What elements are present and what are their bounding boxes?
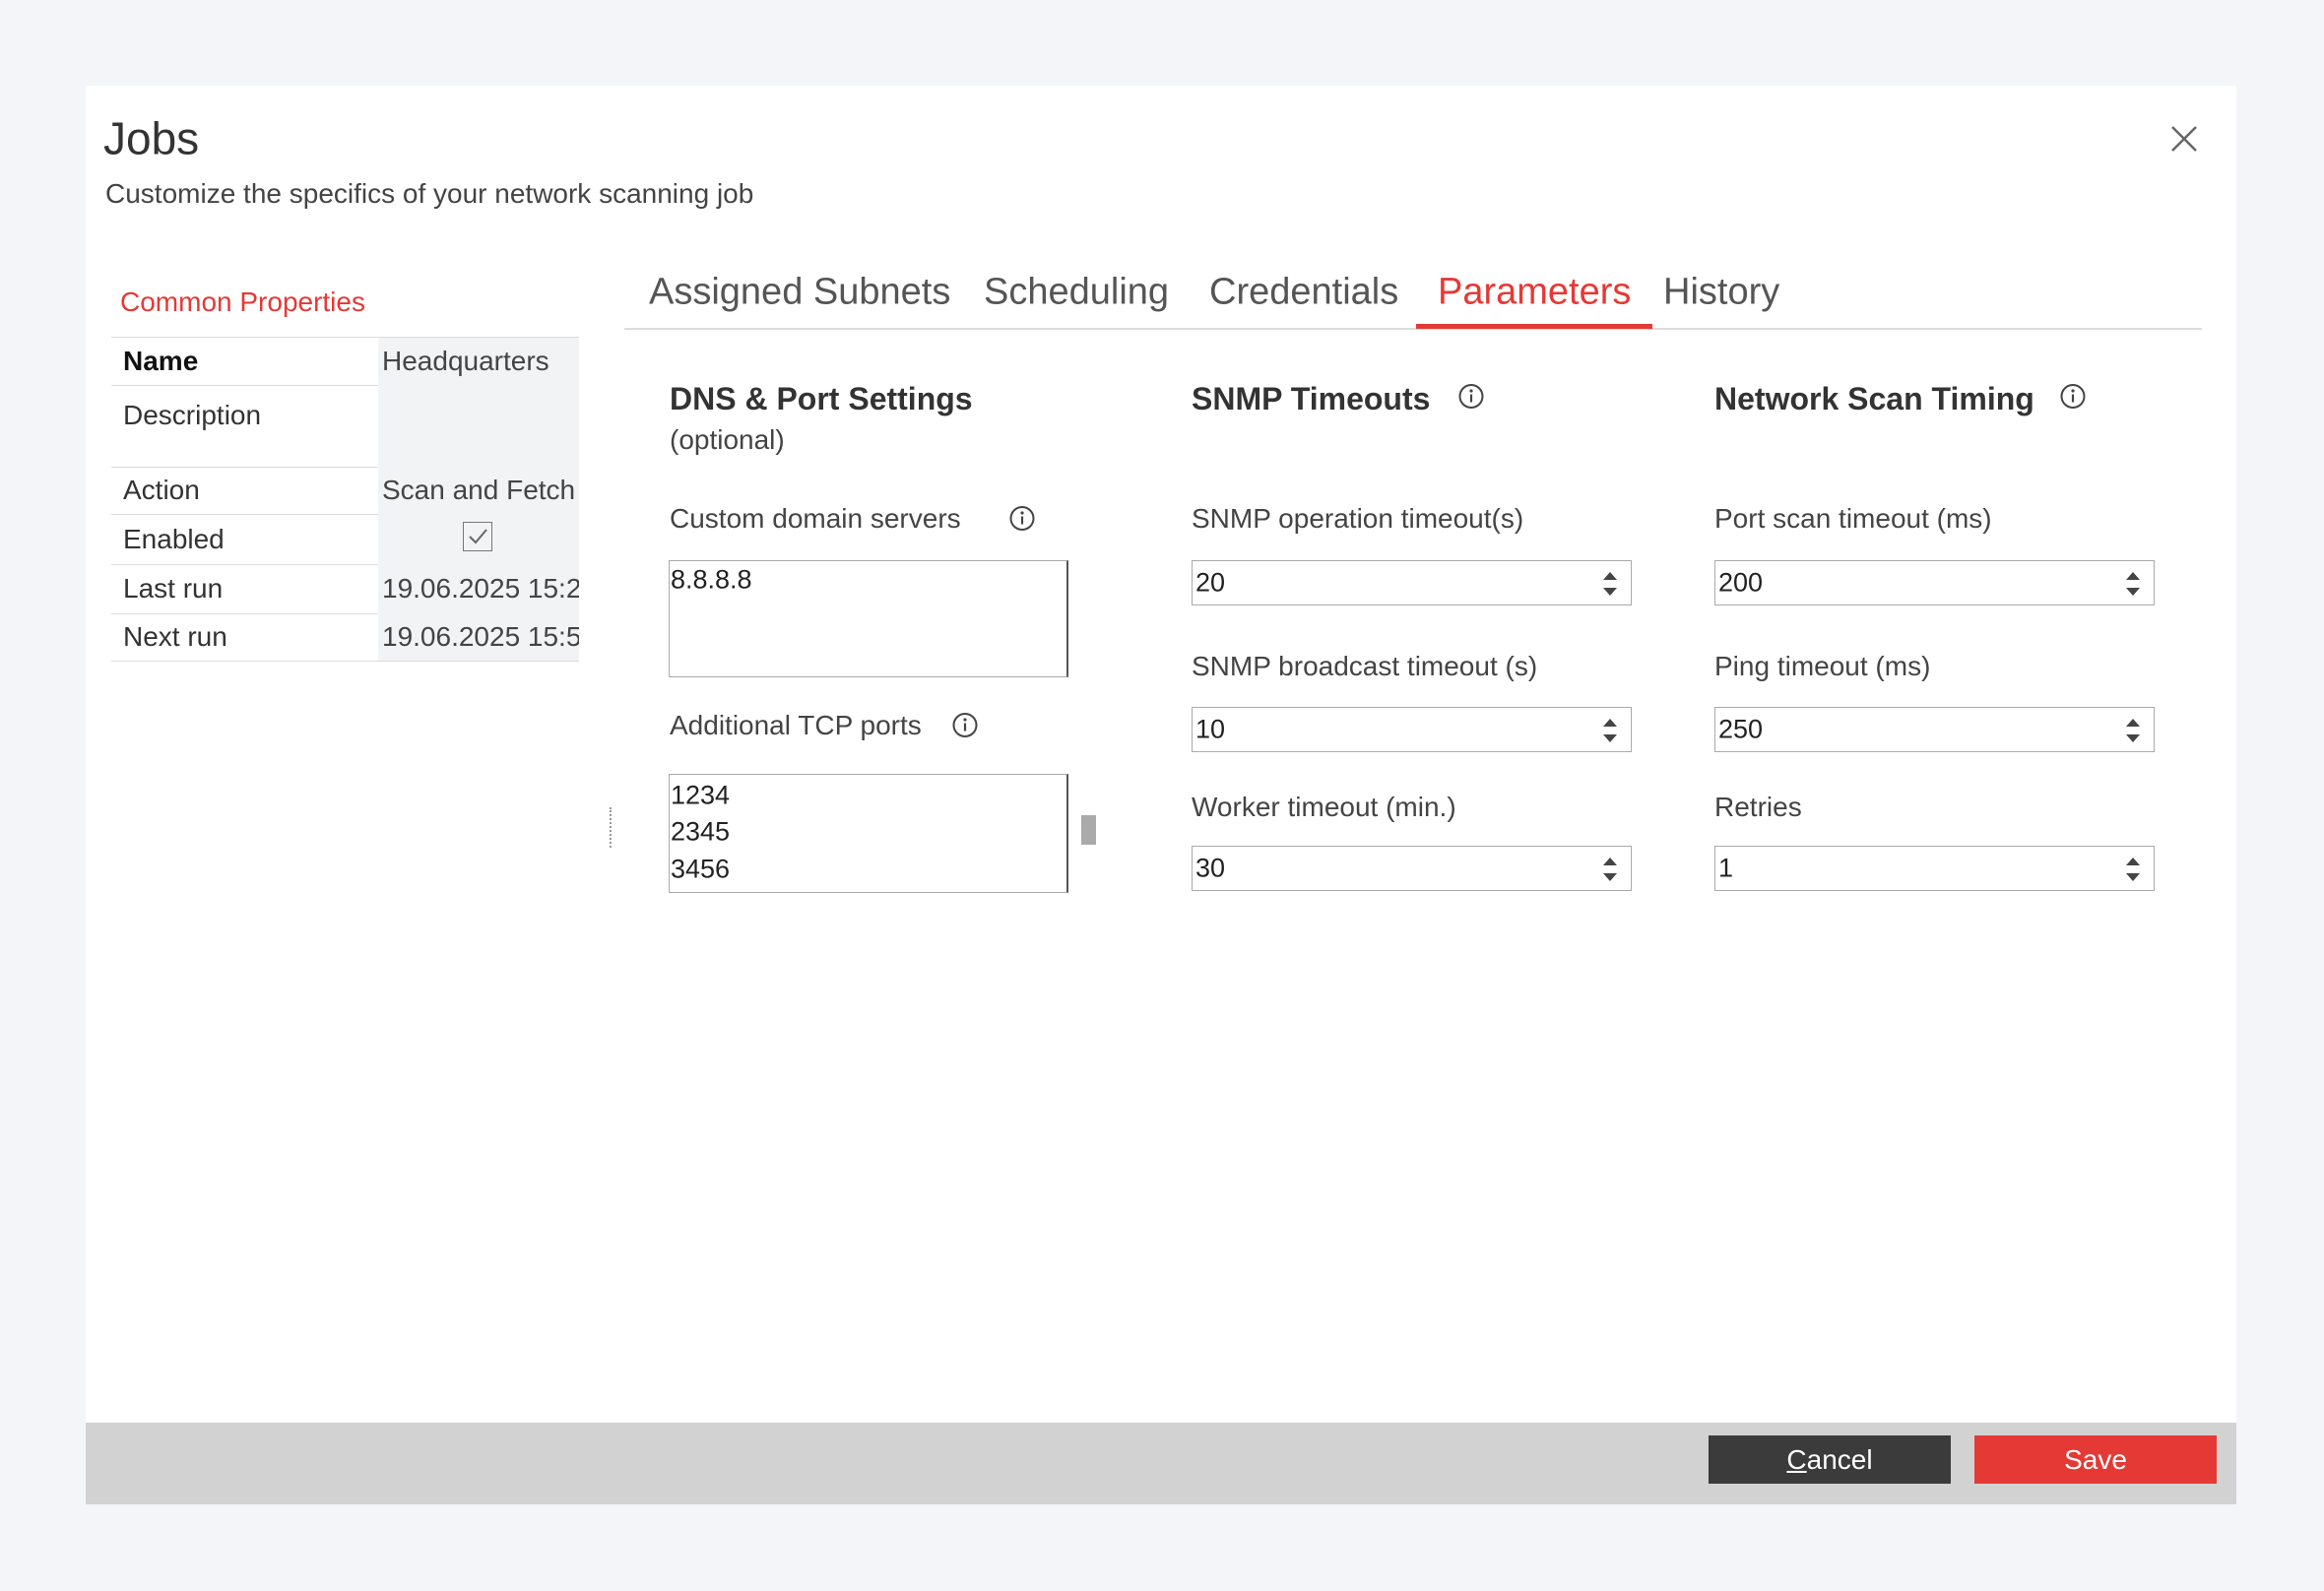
cancel-label: Cancel (1786, 1444, 1873, 1475)
tab[interactable]: Credentials (1209, 271, 1399, 313)
field-label: Retries (1714, 792, 1802, 823)
close-button[interactable] (2170, 125, 2198, 153)
splitter[interactable] (610, 807, 612, 848)
spin-buttons[interactable] (2124, 853, 2142, 886)
field-label: Ping timeout (ms) (1714, 651, 1931, 682)
tab[interactable]: Assigned Subnets (649, 271, 951, 313)
section-title: DNS & Port Settings (670, 380, 973, 416)
text-area[interactable]: 1234 2345 3456 (669, 774, 1068, 893)
field-label: SNMP broadcast timeout (s) (1192, 651, 1538, 682)
text-line: 8.8.8.8 (671, 564, 752, 595)
property-label: Last run (123, 573, 224, 604)
field-label: SNMP operation timeout(s) (1192, 503, 1524, 535)
property-row: Scan and Fetch Action (111, 467, 579, 515)
spin-buttons[interactable] (1601, 567, 1619, 601)
dialog (86, 86, 2236, 1504)
property-value: 19.06.2025 15:54 (382, 621, 579, 652)
dialog-title: Jobs (103, 112, 200, 164)
text-area[interactable]: 8.8.8.8 (669, 560, 1068, 677)
number-input[interactable]: 250 (1714, 707, 2155, 752)
info-icon[interactable] (951, 712, 979, 744)
property-value-cell (378, 514, 579, 564)
property-label: Description (123, 400, 262, 430)
active-tab-indicator (1416, 324, 1652, 329)
number-input[interactable]: 30 (1192, 846, 1632, 891)
text-line: 2345 (671, 816, 731, 847)
input-value: 250 (1718, 714, 1764, 744)
scrollbar-thumb[interactable] (1081, 815, 1096, 845)
sidebar-title: Common Properties (120, 286, 365, 318)
spin-buttons[interactable] (2124, 567, 2142, 601)
field-label: Custom domain servers (670, 503, 961, 535)
info-icon[interactable] (1008, 505, 1036, 538)
property-value-cell: 19.06.2025 15:28 (378, 564, 579, 613)
section-title: Network Scan Timing (1714, 380, 2034, 416)
section-subtitle: (optional) (670, 424, 785, 456)
property-label: Name (123, 346, 199, 376)
tab-divider (624, 328, 2202, 330)
text-line: 1234 (671, 780, 731, 810)
enabled-checkbox[interactable] (463, 522, 492, 551)
input-value: 10 (1195, 714, 1226, 744)
property-label: Next run (123, 621, 227, 652)
spin-buttons[interactable] (1601, 714, 1619, 747)
number-input[interactable]: 200 (1714, 560, 2155, 605)
field-label: Port scan timeout (ms) (1714, 503, 1992, 535)
number-input[interactable]: 20 (1192, 560, 1632, 605)
tab[interactable]: History (1663, 271, 1780, 313)
number-input[interactable]: 1 (1714, 846, 2155, 891)
property-value: Headquarters (382, 346, 549, 376)
info-icon[interactable] (1457, 383, 1485, 415)
info-icon[interactable] (2059, 383, 2087, 415)
property-value: 19.06.2025 15:28 (382, 573, 579, 604)
input-value: 200 (1718, 567, 1764, 598)
save-button[interactable]: Save (1974, 1435, 2217, 1484)
field-label: Additional TCP ports (670, 710, 922, 741)
cancel-button[interactable]: Cancel (1709, 1435, 1951, 1484)
property-row: Headquarters Name (111, 337, 579, 386)
input-value: 30 (1195, 853, 1226, 883)
property-label: Enabled (123, 523, 225, 554)
property-value-cell: Headquarters (378, 338, 579, 385)
tab[interactable]: Scheduling (984, 271, 1170, 313)
section-title: SNMP Timeouts (1192, 380, 1431, 416)
number-input[interactable]: 10 (1192, 707, 1632, 752)
input-value: 20 (1195, 567, 1226, 598)
spin-buttons[interactable] (2124, 714, 2142, 747)
spin-buttons[interactable] (1601, 853, 1619, 886)
field-label: Worker timeout (min.) (1192, 792, 1456, 823)
property-value: Scan and Fetch (382, 475, 576, 505)
dialog-subtitle: Customize the specifics of your network … (105, 178, 754, 210)
property-row: 19.06.2025 15:54 Next run (111, 613, 579, 662)
property-row: 19.06.2025 15:28 Last run (111, 564, 579, 614)
property-value-cell: Scan and Fetch (378, 467, 579, 514)
text-line: 3456 (671, 854, 731, 884)
property-row: Enabled (111, 514, 579, 565)
property-label: Action (123, 475, 200, 505)
input-value: 1 (1718, 853, 1734, 883)
property-row: Description (111, 384, 579, 468)
property-value-cell: 19.06.2025 15:54 (378, 613, 579, 661)
property-value-cell (378, 384, 579, 467)
tab[interactable]: Parameters (1438, 271, 1632, 313)
